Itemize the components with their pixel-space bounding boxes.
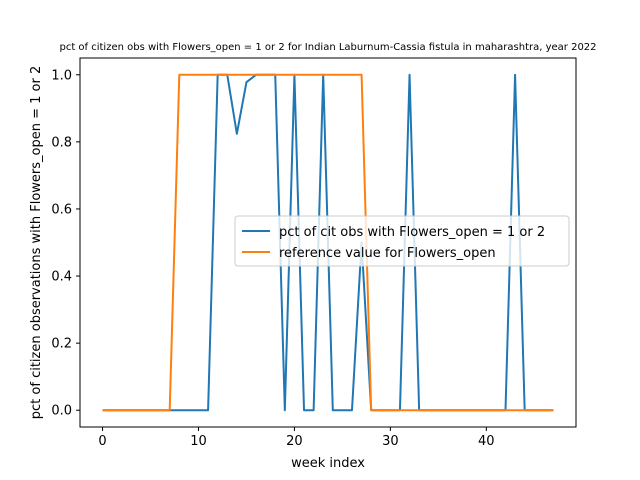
x-axis-title: week index bbox=[291, 456, 365, 471]
legend-label-reference-value: reference value for Flowers_open bbox=[279, 246, 496, 261]
series-line-1 bbox=[102, 73, 554, 412]
y-tick-label: 1.0 bbox=[51, 68, 72, 83]
x-tick-label: 0 bbox=[98, 434, 106, 449]
legend-label-citizen-obs: pct of cit obs with Flowers_open = 1 or … bbox=[279, 225, 545, 240]
legend-box bbox=[234, 215, 570, 267]
chart-title: pct of citizen obs with Flowers_open = 1… bbox=[59, 42, 596, 53]
y-tick-label: 0.6 bbox=[51, 202, 72, 217]
x-tick-label: 40 bbox=[478, 434, 495, 449]
y-tick-label: 0.8 bbox=[51, 135, 72, 150]
y-tick-label: 0.0 bbox=[51, 404, 72, 419]
x-tick-label: 30 bbox=[382, 434, 399, 449]
x-axis: 0 10 20 30 40 bbox=[98, 427, 495, 449]
y-axis: 0.0 0.2 0.4 0.6 0.8 1.0 bbox=[51, 68, 80, 419]
x-tick-label: 20 bbox=[286, 434, 303, 449]
y-tick-label: 0.4 bbox=[51, 270, 72, 285]
plot-area bbox=[79, 57, 577, 428]
legend: pct of cit obs with Flowers_open = 1 or … bbox=[234, 215, 570, 267]
y-tick-label: 0.2 bbox=[51, 337, 72, 352]
y-axis-title: pct of citizen observations with Flowers… bbox=[29, 66, 44, 419]
x-tick-label: 10 bbox=[190, 434, 207, 449]
